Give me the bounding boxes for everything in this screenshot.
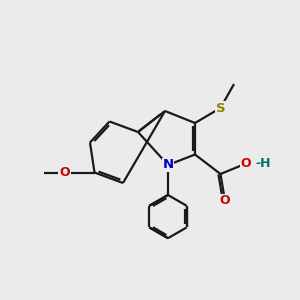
Text: O: O: [220, 194, 230, 208]
Text: N: N: [162, 158, 174, 172]
Text: O: O: [241, 157, 251, 170]
Text: S: S: [216, 101, 225, 115]
Text: O: O: [59, 166, 70, 179]
Text: -H: -H: [255, 157, 271, 170]
